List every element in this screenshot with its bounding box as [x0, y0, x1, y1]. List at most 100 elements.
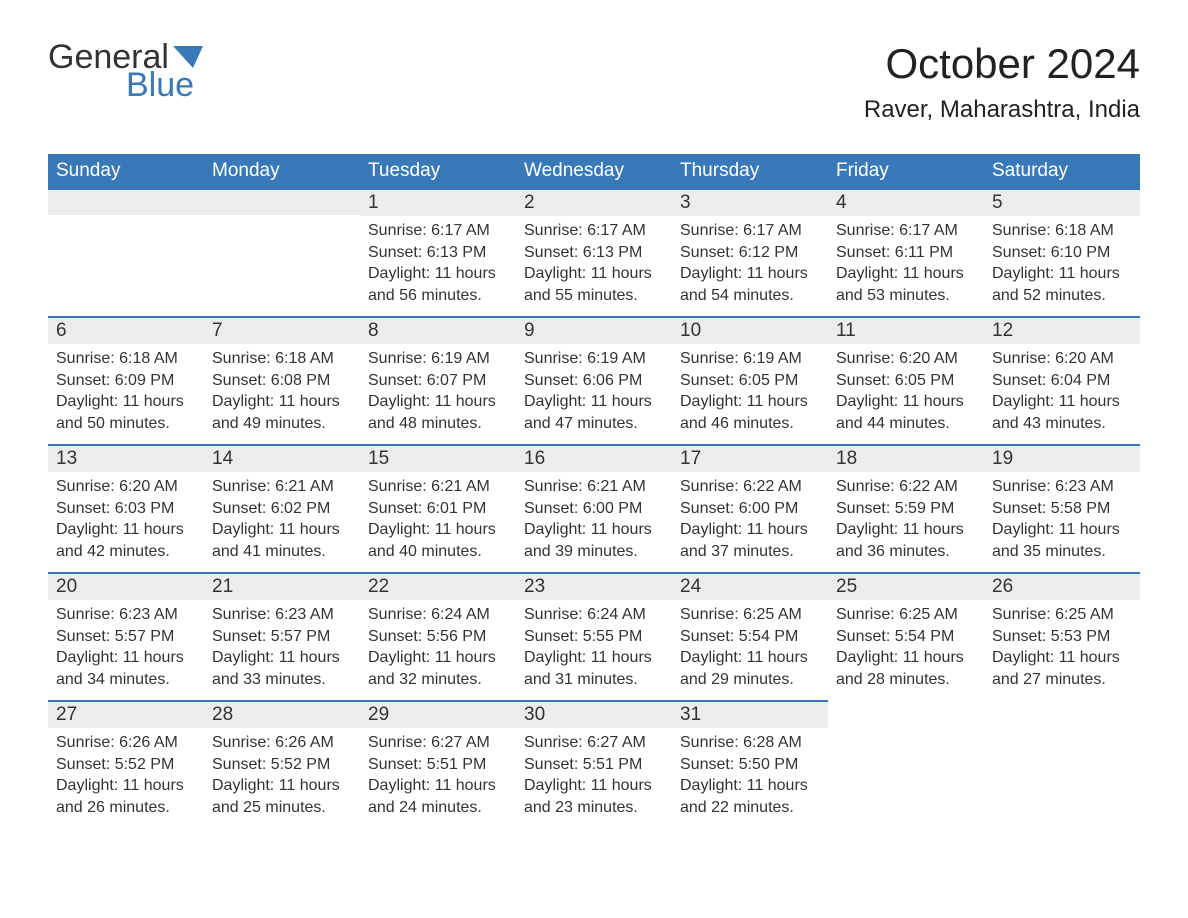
day-details: Sunrise: 6:25 AMSunset: 5:54 PMDaylight:… — [672, 600, 828, 698]
sunrise-line: Sunrise: 6:24 AM — [368, 604, 508, 626]
daylight-line: Daylight: 11 hours and 50 minutes. — [56, 391, 196, 434]
daylight-line: Daylight: 11 hours and 53 minutes. — [836, 263, 976, 306]
calendar-week: 20Sunrise: 6:23 AMSunset: 5:57 PMDayligh… — [48, 572, 1140, 700]
empty-day-header — [48, 188, 204, 215]
daylight-line: Daylight: 11 hours and 54 minutes. — [680, 263, 820, 306]
calendar-cell: 3Sunrise: 6:17 AMSunset: 6:12 PMDaylight… — [672, 188, 828, 316]
day-number: 22 — [360, 572, 516, 600]
daylight-line: Daylight: 11 hours and 26 minutes. — [56, 775, 196, 818]
day-details: Sunrise: 6:21 AMSunset: 6:02 PMDaylight:… — [204, 472, 360, 570]
day-number: 2 — [516, 188, 672, 216]
sunrise-line: Sunrise: 6:20 AM — [992, 348, 1132, 370]
sunrise-line: Sunrise: 6:20 AM — [56, 476, 196, 498]
daylight-line: Daylight: 11 hours and 56 minutes. — [368, 263, 508, 306]
daylight-line: Daylight: 11 hours and 29 minutes. — [680, 647, 820, 690]
sunset-line: Sunset: 5:52 PM — [212, 754, 352, 776]
day-details: Sunrise: 6:20 AMSunset: 6:05 PMDaylight:… — [828, 344, 984, 442]
sunset-line: Sunset: 5:54 PM — [836, 626, 976, 648]
calendar-cell: 2Sunrise: 6:17 AMSunset: 6:13 PMDaylight… — [516, 188, 672, 316]
calendar-cell: 31Sunrise: 6:28 AMSunset: 5:50 PMDayligh… — [672, 700, 828, 828]
sunrise-line: Sunrise: 6:23 AM — [56, 604, 196, 626]
day-number: 23 — [516, 572, 672, 600]
daylight-line: Daylight: 11 hours and 27 minutes. — [992, 647, 1132, 690]
calendar-cell: 6Sunrise: 6:18 AMSunset: 6:09 PMDaylight… — [48, 316, 204, 444]
calendar-cell: 23Sunrise: 6:24 AMSunset: 5:55 PMDayligh… — [516, 572, 672, 700]
sunrise-line: Sunrise: 6:18 AM — [992, 220, 1132, 242]
calendar-week: 13Sunrise: 6:20 AMSunset: 6:03 PMDayligh… — [48, 444, 1140, 572]
sunrise-line: Sunrise: 6:18 AM — [212, 348, 352, 370]
daylight-line: Daylight: 11 hours and 48 minutes. — [368, 391, 508, 434]
daylight-line: Daylight: 11 hours and 46 minutes. — [680, 391, 820, 434]
sunrise-line: Sunrise: 6:25 AM — [680, 604, 820, 626]
sunrise-line: Sunrise: 6:28 AM — [680, 732, 820, 754]
sunset-line: Sunset: 6:08 PM — [212, 370, 352, 392]
sunrise-line: Sunrise: 6:19 AM — [524, 348, 664, 370]
daylight-line: Daylight: 11 hours and 55 minutes. — [524, 263, 664, 306]
calendar-cell: 11Sunrise: 6:20 AMSunset: 6:05 PMDayligh… — [828, 316, 984, 444]
sunrise-line: Sunrise: 6:18 AM — [56, 348, 196, 370]
sunset-line: Sunset: 5:56 PM — [368, 626, 508, 648]
daylight-line: Daylight: 11 hours and 24 minutes. — [368, 775, 508, 818]
calendar-cell: 1Sunrise: 6:17 AMSunset: 6:13 PMDaylight… — [360, 188, 516, 316]
daylight-line: Daylight: 11 hours and 35 minutes. — [992, 519, 1132, 562]
sunset-line: Sunset: 5:53 PM — [992, 626, 1132, 648]
day-details: Sunrise: 6:28 AMSunset: 5:50 PMDaylight:… — [672, 728, 828, 826]
sunset-line: Sunset: 6:10 PM — [992, 242, 1132, 264]
day-number: 19 — [984, 444, 1140, 472]
daylight-line: Daylight: 11 hours and 44 minutes. — [836, 391, 976, 434]
calendar-cell: 20Sunrise: 6:23 AMSunset: 5:57 PMDayligh… — [48, 572, 204, 700]
sunrise-line: Sunrise: 6:21 AM — [368, 476, 508, 498]
calendar-cell — [48, 188, 204, 316]
calendar-cell: 24Sunrise: 6:25 AMSunset: 5:54 PMDayligh… — [672, 572, 828, 700]
day-details: Sunrise: 6:22 AMSunset: 5:59 PMDaylight:… — [828, 472, 984, 570]
calendar-cell: 15Sunrise: 6:21 AMSunset: 6:01 PMDayligh… — [360, 444, 516, 572]
day-number: 6 — [48, 316, 204, 344]
day-header: Monday — [204, 154, 360, 188]
sunset-line: Sunset: 6:05 PM — [680, 370, 820, 392]
day-number: 5 — [984, 188, 1140, 216]
sunset-line: Sunset: 6:13 PM — [368, 242, 508, 264]
calendar-cell: 26Sunrise: 6:25 AMSunset: 5:53 PMDayligh… — [984, 572, 1140, 700]
calendar-cell: 12Sunrise: 6:20 AMSunset: 6:04 PMDayligh… — [984, 316, 1140, 444]
day-number: 4 — [828, 188, 984, 216]
day-number: 1 — [360, 188, 516, 216]
sunset-line: Sunset: 5:57 PM — [56, 626, 196, 648]
day-number: 24 — [672, 572, 828, 600]
daylight-line: Daylight: 11 hours and 32 minutes. — [368, 647, 508, 690]
day-header: Friday — [828, 154, 984, 188]
calendar-cell: 8Sunrise: 6:19 AMSunset: 6:07 PMDaylight… — [360, 316, 516, 444]
day-number: 3 — [672, 188, 828, 216]
sunrise-line: Sunrise: 6:23 AM — [992, 476, 1132, 498]
day-details: Sunrise: 6:17 AMSunset: 6:13 PMDaylight:… — [360, 216, 516, 314]
calendar-cell: 17Sunrise: 6:22 AMSunset: 6:00 PMDayligh… — [672, 444, 828, 572]
day-header-row: SundayMondayTuesdayWednesdayThursdayFrid… — [48, 154, 1140, 188]
day-number: 21 — [204, 572, 360, 600]
calendar-cell — [828, 700, 984, 828]
daylight-line: Daylight: 11 hours and 49 minutes. — [212, 391, 352, 434]
calendar-cell: 19Sunrise: 6:23 AMSunset: 5:58 PMDayligh… — [984, 444, 1140, 572]
day-number: 11 — [828, 316, 984, 344]
day-number: 7 — [204, 316, 360, 344]
daylight-line: Daylight: 11 hours and 37 minutes. — [680, 519, 820, 562]
day-details: Sunrise: 6:27 AMSunset: 5:51 PMDaylight:… — [516, 728, 672, 826]
calendar-cell: 29Sunrise: 6:27 AMSunset: 5:51 PMDayligh… — [360, 700, 516, 828]
day-number: 31 — [672, 700, 828, 728]
day-header: Tuesday — [360, 154, 516, 188]
daylight-line: Daylight: 11 hours and 47 minutes. — [524, 391, 664, 434]
sunset-line: Sunset: 6:02 PM — [212, 498, 352, 520]
day-details: Sunrise: 6:24 AMSunset: 5:55 PMDaylight:… — [516, 600, 672, 698]
daylight-line: Daylight: 11 hours and 40 minutes. — [368, 519, 508, 562]
sunset-line: Sunset: 5:57 PM — [212, 626, 352, 648]
day-number: 25 — [828, 572, 984, 600]
day-number: 20 — [48, 572, 204, 600]
calendar-table: SundayMondayTuesdayWednesdayThursdayFrid… — [48, 154, 1140, 828]
day-number: 26 — [984, 572, 1140, 600]
day-details: Sunrise: 6:22 AMSunset: 6:00 PMDaylight:… — [672, 472, 828, 570]
daylight-line: Daylight: 11 hours and 43 minutes. — [992, 391, 1132, 434]
day-details: Sunrise: 6:20 AMSunset: 6:03 PMDaylight:… — [48, 472, 204, 570]
daylight-line: Daylight: 11 hours and 42 minutes. — [56, 519, 196, 562]
sunset-line: Sunset: 6:07 PM — [368, 370, 508, 392]
day-details: Sunrise: 6:18 AMSunset: 6:10 PMDaylight:… — [984, 216, 1140, 314]
sunset-line: Sunset: 6:11 PM — [836, 242, 976, 264]
day-header: Sunday — [48, 154, 204, 188]
